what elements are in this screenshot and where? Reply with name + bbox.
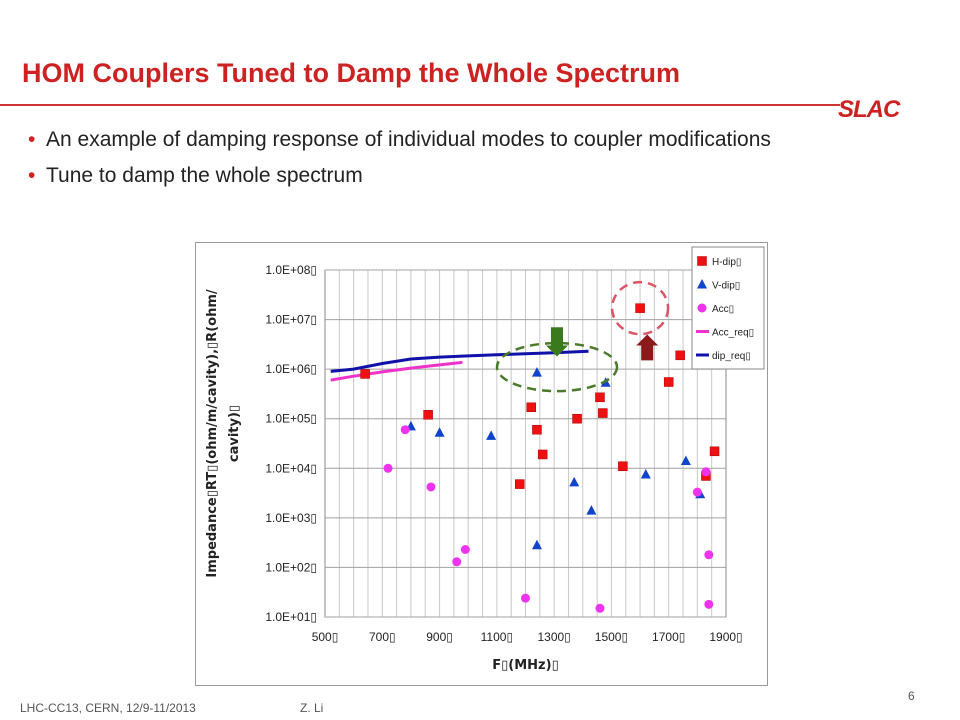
footer-conference: LHC-CC13, CERN, 12/9-11/2013 [20,701,196,715]
red-up-arrow [636,334,659,361]
data-point [531,367,542,377]
bullet-dot-icon: • [28,128,36,151]
bullet-item: • Tune to damp the whole spectrum [24,162,804,190]
y-tick-label: 1.0E+05▯ [265,412,317,426]
x-tick-label: 900▯ [426,630,453,644]
legend-entry: V-dip▯ [697,279,740,292]
red-dashed-circle [610,280,670,336]
x-tick-label: 1700▯ [652,630,685,644]
green-dashed-ellipse [495,341,619,393]
bullet-dot-icon: • [28,164,36,187]
data-point [572,413,582,424]
legend-label: dip_req▯ [712,351,751,362]
data-point [537,449,548,460]
page-number: 6 [908,689,915,703]
legend-entry: H-dip▯ [697,256,741,268]
y-tick-label: 1.0E+04▯ [265,461,317,475]
data-point [360,369,370,379]
title-rule [0,104,840,106]
bullet-text: Tune to damp the whole spectrum [46,164,363,187]
chart-frame: 1.0E+01▯ 1.0E+02▯ 1.0E+03▯ 1.0E+04▯ 1.0E+05▯… [195,242,768,686]
legend-label: H-dip▯ [712,257,741,268]
data-point [515,479,525,489]
data-point [426,482,436,492]
data-point [709,446,720,457]
y-tick-label: 1.0E+07▯ [265,313,317,327]
data-point [704,550,714,560]
legend-label: Acc_req▯ [712,328,754,339]
series-line [330,349,589,373]
data-point [452,557,462,567]
data-point [400,425,410,435]
data-point [697,303,707,313]
x-tick-label: 1900▯ [709,630,742,644]
y-tick-label: 1.0E+03▯ [265,511,317,525]
y-axis-label: Impedance▯RT▯(ohm/m/cavity),▯R(ohm/ [205,289,220,577]
data-point [434,427,445,437]
x-tick-label: 700▯ [369,630,396,644]
data-point [586,505,597,515]
data-point [383,463,393,473]
legend-label: Acc▯ [712,304,734,315]
y-tick-label: 1.0E+08▯ [265,263,317,277]
legend-entry: dip_req▯ [696,351,751,362]
data-point [423,410,433,420]
x-tick-label: 1100▯ [481,630,513,644]
x-tick-label: 1300▯ [537,630,570,644]
data-point [697,256,707,266]
data-point [680,455,691,466]
data-point [595,603,605,613]
data-point [618,461,628,471]
x-tick-label: 500▯ [312,630,339,644]
data-point [595,392,605,403]
data-point [635,303,645,313]
green-down-arrow [546,327,568,357]
series-line [330,360,463,382]
data-point [569,476,580,487]
data-point [704,599,714,609]
data-point [663,377,674,387]
data-point [460,544,470,554]
y-tick-label: 1.0E+01▯ [265,610,317,624]
slac-logo: SLAC [838,96,900,123]
data-point [521,593,530,603]
legend-entry: Acc_req▯ [696,328,754,339]
data-point [531,539,542,550]
bullet-list: • An example of damping response of indi… [24,126,804,198]
data-point [701,467,711,477]
data-point [526,402,536,413]
legend-entry: Acc▯ [697,303,734,315]
slide-title: HOM Couplers Tuned to Damp the Whole Spe… [22,58,681,88]
data-point [532,424,542,435]
y-tick-label: 1.0E+02▯ [265,560,317,574]
y-tick-label: 1.0E+06▯ [265,362,317,376]
x-axis-label: F▯(MHz)▯ [492,658,558,673]
y-axis-label: cavity)▯ [227,405,242,462]
footer-author: Z. Li [300,701,324,715]
data-point [675,350,685,361]
data-point [598,408,608,418]
data-point [697,279,707,289]
data-point [486,430,497,440]
impedance-chart: 1.0E+01▯ 1.0E+02▯ 1.0E+03▯ 1.0E+04▯ 1.0E+05▯… [205,246,765,673]
x-tick-label: 1500▯ [595,630,628,644]
legend-label: V-dip▯ [712,281,740,292]
bullet-item: • An example of damping response of indi… [24,126,804,154]
bullet-text: An example of damping response of indivi… [46,128,771,151]
data-point [640,468,651,479]
data-point [692,487,702,497]
